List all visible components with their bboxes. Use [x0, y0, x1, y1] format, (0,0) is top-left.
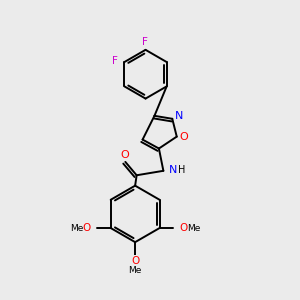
Text: F: F: [142, 37, 148, 46]
Text: N: N: [175, 111, 183, 121]
Text: N: N: [169, 165, 177, 175]
Text: O: O: [180, 132, 189, 142]
Text: H: H: [178, 165, 186, 175]
Text: F: F: [112, 56, 118, 65]
Text: O: O: [83, 223, 91, 233]
Text: Me: Me: [187, 224, 200, 232]
Text: Me: Me: [128, 266, 142, 275]
Text: O: O: [131, 256, 139, 266]
Text: O: O: [179, 223, 188, 233]
Text: O: O: [120, 150, 129, 160]
Text: Me: Me: [70, 224, 83, 232]
